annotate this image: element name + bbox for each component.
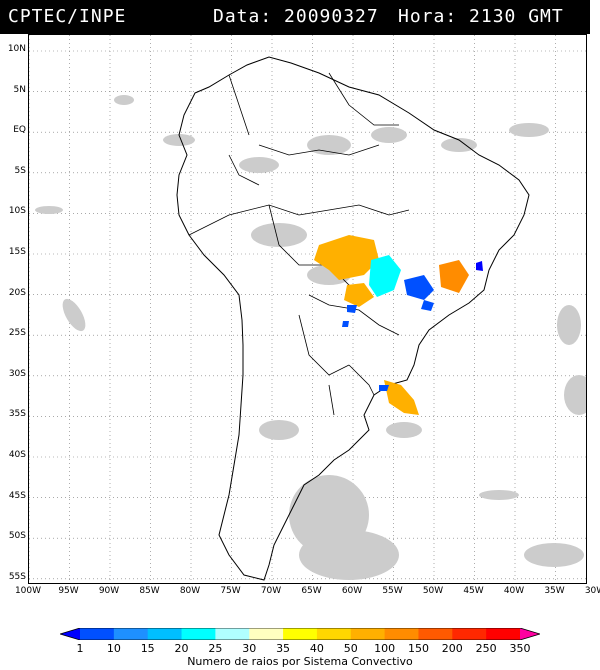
- colorbar-tick-label: 250: [475, 642, 497, 655]
- lon-label: 90W: [98, 586, 120, 596]
- lat-label: 35S: [8, 409, 26, 420]
- colorbar-segment: [113, 628, 149, 640]
- lon-label: 55W: [382, 586, 403, 596]
- colorbar-segment: [350, 628, 386, 640]
- south-america-coastline: [176, 56, 530, 581]
- lat-label: 40S: [8, 450, 26, 460]
- system-cyan: [369, 255, 401, 297]
- colorbar-caption: Numero de raios por Sistema Convectivo: [187, 655, 413, 668]
- lat-label: 10S: [8, 206, 26, 217]
- colorbar-tick-label: 20: [174, 642, 189, 655]
- lat-label: 20S: [8, 287, 26, 298]
- colorbar-segment: [316, 628, 352, 640]
- colorbar-segment: [147, 628, 183, 640]
- colorbar-tick-label: 15: [140, 642, 155, 655]
- system-orange-1: [314, 235, 379, 280]
- system-blue-4: [347, 305, 357, 313]
- map-canvas: [29, 35, 586, 583]
- lon-label: 30W: [584, 586, 600, 596]
- lat-label: EQ: [13, 125, 26, 136]
- colorbar-segment: [283, 628, 318, 640]
- lon-label: 80W: [179, 586, 201, 596]
- colorbar-segment: [215, 628, 250, 640]
- system-blue-3: [476, 261, 483, 271]
- colorbar-segment: [452, 628, 487, 640]
- colorbar-segment: [80, 628, 115, 640]
- colorbar-segment: [384, 628, 419, 640]
- lat-label: 25S: [8, 328, 26, 339]
- lon-label: 75W: [220, 586, 241, 596]
- convective-systems: [314, 235, 483, 415]
- lat-label: 10N: [7, 44, 26, 54]
- system-orange-4: [384, 380, 419, 415]
- system-blue-2: [421, 300, 434, 311]
- system-blue-1: [404, 275, 434, 300]
- colorbar: [60, 628, 540, 640]
- map-header: CPTEC/INPE Data: 20090327 Hora: 2130 GMT: [0, 0, 590, 34]
- colorbar-segment: [520, 628, 540, 640]
- country-borders: [188, 72, 410, 416]
- system-orange-3: [439, 260, 469, 293]
- colorbar-segment: [418, 628, 453, 640]
- source-label: CPTEC/INPE: [8, 6, 127, 27]
- colorbar-tick-label: 1: [76, 642, 84, 655]
- lon-label: 100W: [14, 586, 42, 596]
- lon-label: 35W: [544, 586, 565, 596]
- lat-label: 30S: [8, 368, 26, 379]
- colorbar-tick-label: 100: [374, 642, 396, 655]
- lon-label: 60W: [341, 586, 363, 596]
- colorbar-tick-label: 350: [509, 642, 531, 655]
- system-orange-2: [344, 283, 374, 307]
- lat-label: 45S: [8, 490, 26, 501]
- system-blue-5: [342, 321, 349, 327]
- map-frame: [28, 34, 587, 584]
- colorbar-tick-label: 150: [407, 642, 429, 655]
- lon-label: 40W: [503, 586, 525, 596]
- lat-label: 55S: [8, 571, 26, 582]
- colorbar-tick-label: 35: [276, 642, 291, 655]
- colorbar-tick-label: 30: [242, 642, 257, 655]
- colorbar-segment: [181, 628, 216, 640]
- colorbar-tick-label: 10: [106, 642, 121, 655]
- lat-label: 15S: [8, 247, 26, 257]
- lon-label: 95W: [58, 586, 79, 596]
- colorbar-tick-label: 200: [441, 642, 463, 655]
- lon-label: 45W: [463, 586, 484, 596]
- colorbar-tick-label: 25: [208, 642, 223, 655]
- date-label: Data: 20090327: [213, 6, 379, 27]
- time-label: Hora: 2130 GMT: [398, 6, 564, 27]
- colorbar-tick-label: 40: [309, 642, 324, 655]
- lat-label: 5S: [14, 165, 26, 176]
- lon-label: 50W: [422, 586, 444, 596]
- lon-label: 85W: [139, 586, 160, 596]
- colorbar-segment: [60, 628, 80, 640]
- system-blue-6: [379, 385, 389, 391]
- lat-label: 50S: [8, 531, 26, 542]
- colorbar-tick-label: 50: [343, 642, 358, 655]
- colorbar-segment: [249, 628, 284, 640]
- lon-label: 65W: [301, 586, 322, 596]
- lon-label: 70W: [260, 586, 282, 596]
- colorbar-segment: [486, 628, 521, 640]
- lat-label: 5N: [13, 84, 26, 95]
